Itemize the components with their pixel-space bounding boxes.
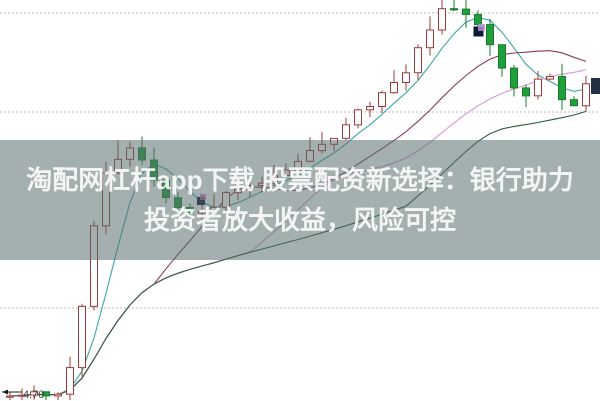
svg-text:4.70: 4.70 — [23, 389, 44, 401]
